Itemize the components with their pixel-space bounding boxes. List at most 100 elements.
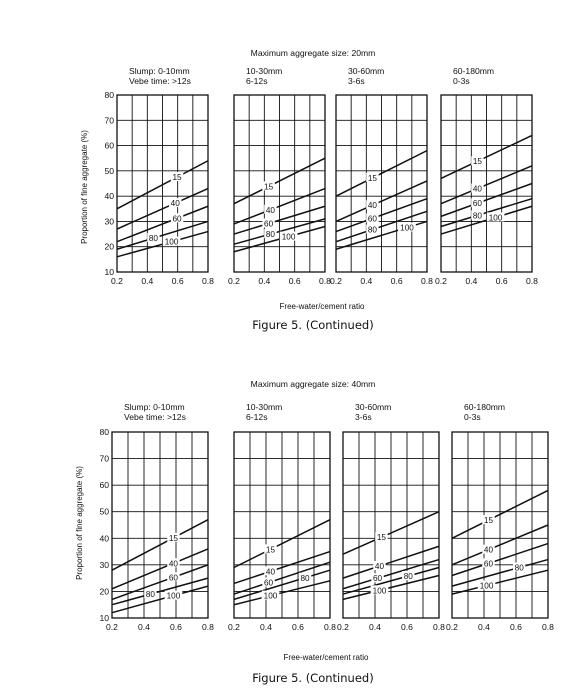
x-tick-label: 0.8 [324,622,336,632]
series-label-60: 60 [173,214,183,223]
series-label-bg [162,236,181,246]
series-label-bg [366,200,379,210]
x-tick-label: 0.2 [435,276,447,286]
y-tick-label: 60 [99,480,109,490]
series-label-bg [373,561,386,571]
series-label-15: 15 [368,174,378,183]
x-tick-label: 0.2 [106,622,118,632]
series-label-80: 80 [473,211,483,220]
series-label-bg [477,580,496,590]
series-label-bg [471,156,484,166]
series-label-15: 15 [169,534,179,543]
series-label-100: 100 [400,224,414,233]
series-label-60: 60 [484,559,494,568]
series-label-bg [264,229,277,239]
panel-header-line2: 3-6s [355,412,372,422]
panel-header-line1: 60-180mm [453,66,494,76]
y-axis-label-20mm: Proportion of fine aggregate (%) [80,130,89,244]
panel-header-line1: 30-60mm [355,402,391,412]
series-label-bg [167,572,180,582]
x-tick-label: 0.4 [360,276,372,286]
series-line-60 [233,561,331,595]
x-tick-label: 0.4 [369,622,381,632]
x-tick-label: 0.4 [260,622,272,632]
series-label-80: 80 [146,590,156,599]
series-line-15 [335,149,428,197]
series-line-100 [451,569,549,595]
series-line-15 [111,519,209,571]
series-label-bg [144,589,157,599]
series-label-80: 80 [149,234,159,243]
series-line-60 [111,564,209,601]
series-label-40: 40 [171,199,181,208]
series-label-40: 40 [266,567,276,576]
series-line-60 [116,205,209,243]
series-label-bg [471,198,484,208]
series-label-bg [262,218,275,228]
series-line-40 [233,550,331,585]
series-line-100 [233,580,331,606]
series-label-40: 40 [368,201,378,210]
series-label-bg [482,558,495,568]
y-tick-label: 10 [104,267,114,277]
series-line-15 [440,134,533,180]
series-label-bg [471,183,484,193]
series-label-bg [366,224,379,234]
series-label-bg [261,590,280,600]
y-tick-label: 70 [99,454,109,464]
series-label-bg [375,532,388,542]
series-line-100 [342,574,440,601]
panel-header-line1: 10-30mm [246,66,282,76]
x-tick-label: 0.6 [510,622,522,632]
x-tick-label: 0.8 [202,622,214,632]
x-tick-label: 0.8 [202,276,214,286]
series-line-40 [116,187,209,230]
panel-frame [233,94,326,273]
series-label-80: 80 [368,226,378,235]
x-tick-label: 0.4 [258,276,270,286]
series-line-80 [233,218,326,245]
series-label-bg [264,204,277,214]
y-tick-label: 60 [104,141,114,151]
x-tick-label: 0.4 [465,276,477,286]
y-tick-label: 50 [104,166,114,176]
x-tick-label: 0.8 [542,622,554,632]
series-label-15: 15 [377,533,387,542]
series-label-bg [298,572,312,582]
y-tick-label: 80 [99,427,109,437]
x-tick-label: 0.2 [228,622,240,632]
series-label-bg [471,210,484,220]
series-label-15: 15 [473,157,483,166]
series-label-80: 80 [404,572,414,581]
y-tick-label: 30 [99,560,109,570]
series-label-bg [147,233,160,243]
x-tick-label: 0.8 [421,276,433,286]
panel-header-line1: 60-180mm [464,402,505,412]
series-label-bg [366,172,379,182]
series-line-100 [116,230,209,258]
series-label-100: 100 [373,586,387,595]
series-label-15: 15 [264,182,274,191]
panel-frame [335,94,428,273]
x-tick-label: 0.8 [319,276,331,286]
figure-40mm: Maximum aggregate size: 40mm Proportion … [75,379,554,685]
series-line-15 [451,489,549,539]
series-label-bg [169,198,182,208]
series-label-80: 80 [300,574,310,583]
y-tick-label: 40 [104,191,114,201]
series-label-40: 40 [266,206,276,215]
x-tick-label: 0.2 [111,276,123,286]
figure-20mm: Maximum aggregate size: 20mm Proportion … [80,48,538,332]
series-line-80 [111,577,209,606]
x-tick-label: 0.6 [289,276,301,286]
panel-header-line1: 30-60mm [348,66,384,76]
series-label-60: 60 [264,220,274,229]
figure-title-20mm: Maximum aggregate size: 20mm [251,48,376,58]
